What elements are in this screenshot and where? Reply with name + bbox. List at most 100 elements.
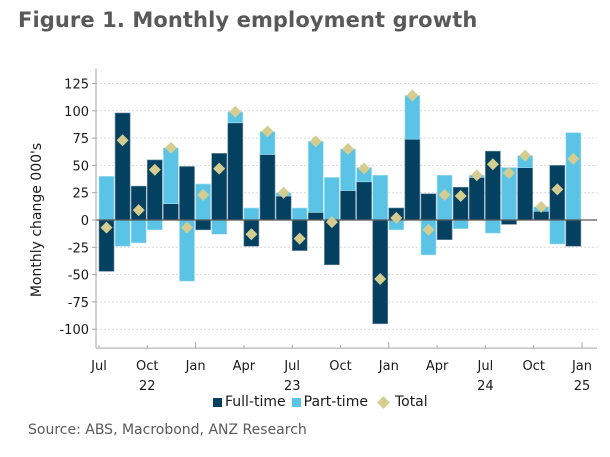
total-marker — [519, 149, 532, 162]
source-note: Source: ABS, Macrobond, ANZ Research — [28, 422, 307, 438]
x-tick-label: Apr — [426, 359, 449, 374]
bar-full-time — [372, 219, 389, 325]
x-tick-year-label: 24 — [477, 379, 494, 394]
bar-full-time — [565, 219, 582, 247]
total-marker — [358, 162, 371, 175]
bar-full-time — [420, 193, 437, 221]
bar-part-time — [243, 207, 260, 221]
y-tick-label: 50 — [72, 159, 89, 174]
y-tick-label: 100 — [64, 105, 89, 120]
bar-full-time — [404, 138, 421, 221]
y-tick-label: -100 — [59, 323, 89, 338]
x-tick-label: Jan — [378, 359, 399, 374]
y-tick-label: 125 — [64, 78, 89, 93]
bar-part-time — [340, 148, 356, 191]
x-tick-label: Jan — [185, 359, 206, 374]
legend-item-full-time[interactable]: Full-time — [213, 394, 286, 410]
bar-full-time — [340, 190, 356, 221]
bar-part-time — [291, 207, 308, 221]
bar-part-time — [211, 219, 227, 235]
legend-label: Full-time — [225, 394, 286, 410]
bar-full-time — [114, 112, 131, 221]
total-marker — [551, 183, 564, 196]
legend-label: Part-time — [303, 394, 368, 410]
x-tick-label: Apr — [233, 359, 256, 374]
total-marker — [148, 163, 161, 176]
chart-title: Figure 1. Monthly employment growth — [18, 8, 478, 32]
total-marker — [293, 232, 306, 245]
x-tick-label: Oct — [136, 359, 158, 374]
total-marker — [390, 211, 403, 224]
total-marker — [277, 186, 290, 199]
bar-full-time — [436, 219, 453, 240]
bar-part-time — [130, 219, 147, 244]
legend-label: Total — [394, 394, 428, 410]
bar-full-time — [227, 122, 244, 221]
bar-part-time — [307, 141, 324, 213]
total-marker — [567, 152, 580, 165]
x-tick-year-label: 23 — [284, 379, 301, 394]
bar-full-time — [259, 154, 276, 221]
x-tick-labels: Jul Oct 22 Jan Apr Jul 23 Oct Jan Apr Jul 24 Oct Jan 2… — [90, 359, 592, 394]
bar-part-time — [324, 177, 340, 221]
x-tick-label: Jan — [571, 359, 592, 374]
bar-full-time — [501, 219, 517, 225]
total-markers — [100, 89, 580, 285]
bar-full-time — [517, 167, 533, 221]
part-time-swatch-icon — [291, 397, 301, 407]
total-marker — [406, 89, 419, 102]
legend-item-total[interactable]: Total — [374, 394, 428, 410]
total-marker — [197, 188, 210, 201]
total-marker — [245, 228, 258, 241]
total-diamond-icon — [377, 395, 390, 409]
bars — [98, 95, 582, 325]
total-marker — [486, 158, 499, 171]
total-marker — [229, 105, 242, 118]
y-tick-labels: -100 -75 -50 -25 0 25 50 75 100 125 — [59, 78, 89, 339]
y-tick-label: -25 — [68, 241, 89, 256]
total-marker — [116, 134, 129, 147]
y-tick-label: 75 — [72, 132, 89, 147]
total-marker — [503, 167, 515, 180]
full-time-swatch-icon — [213, 397, 222, 407]
bar-full-time — [275, 195, 292, 221]
bar-full-time — [195, 219, 211, 231]
bar-part-time — [565, 132, 582, 221]
bar-part-time — [114, 219, 131, 247]
total-marker — [164, 141, 177, 154]
total-marker — [261, 125, 274, 138]
bar-part-time — [452, 219, 469, 230]
bar-part-time — [372, 174, 389, 221]
total-marker — [438, 188, 451, 201]
bar-part-time — [98, 176, 115, 221]
x-tick-year-label: 22 — [139, 379, 156, 394]
y-tick-label: 25 — [72, 187, 89, 202]
bar-full-time — [356, 181, 372, 221]
y-tick-label: 0 — [81, 214, 89, 229]
bar-part-time — [147, 219, 163, 231]
x-tick-label: Oct — [329, 359, 351, 374]
y-tick-label: -75 — [68, 296, 89, 311]
y-tick-label: -50 — [68, 269, 89, 284]
bar-part-time — [404, 95, 421, 140]
legend: Full-time Part-time Total — [213, 394, 432, 410]
total-marker — [309, 135, 322, 148]
legend-item-part-time[interactable]: Part-time — [291, 394, 368, 410]
total-marker — [132, 204, 145, 217]
total-marker — [454, 189, 467, 202]
bar-full-time — [163, 203, 179, 221]
bar-part-time — [163, 147, 179, 204]
bar-full-time — [307, 212, 324, 221]
total-marker — [535, 200, 548, 213]
bar-full-time — [179, 166, 195, 221]
x-tick-label: Jul — [477, 359, 494, 374]
x-tick-label: Jul — [283, 359, 300, 374]
axes — [92, 68, 597, 349]
bar-part-time — [485, 219, 501, 234]
chart-plot: -100 -75 -50 -25 0 25 50 75 100 125 Jul Oct 22 Jan Ap… — [29, 68, 597, 394]
x-tick-year-label: 25 — [574, 379, 591, 394]
x-tick-label: Oct — [522, 359, 544, 374]
total-marker — [470, 169, 483, 182]
total-marker — [100, 221, 113, 234]
bar-full-time — [468, 177, 485, 221]
